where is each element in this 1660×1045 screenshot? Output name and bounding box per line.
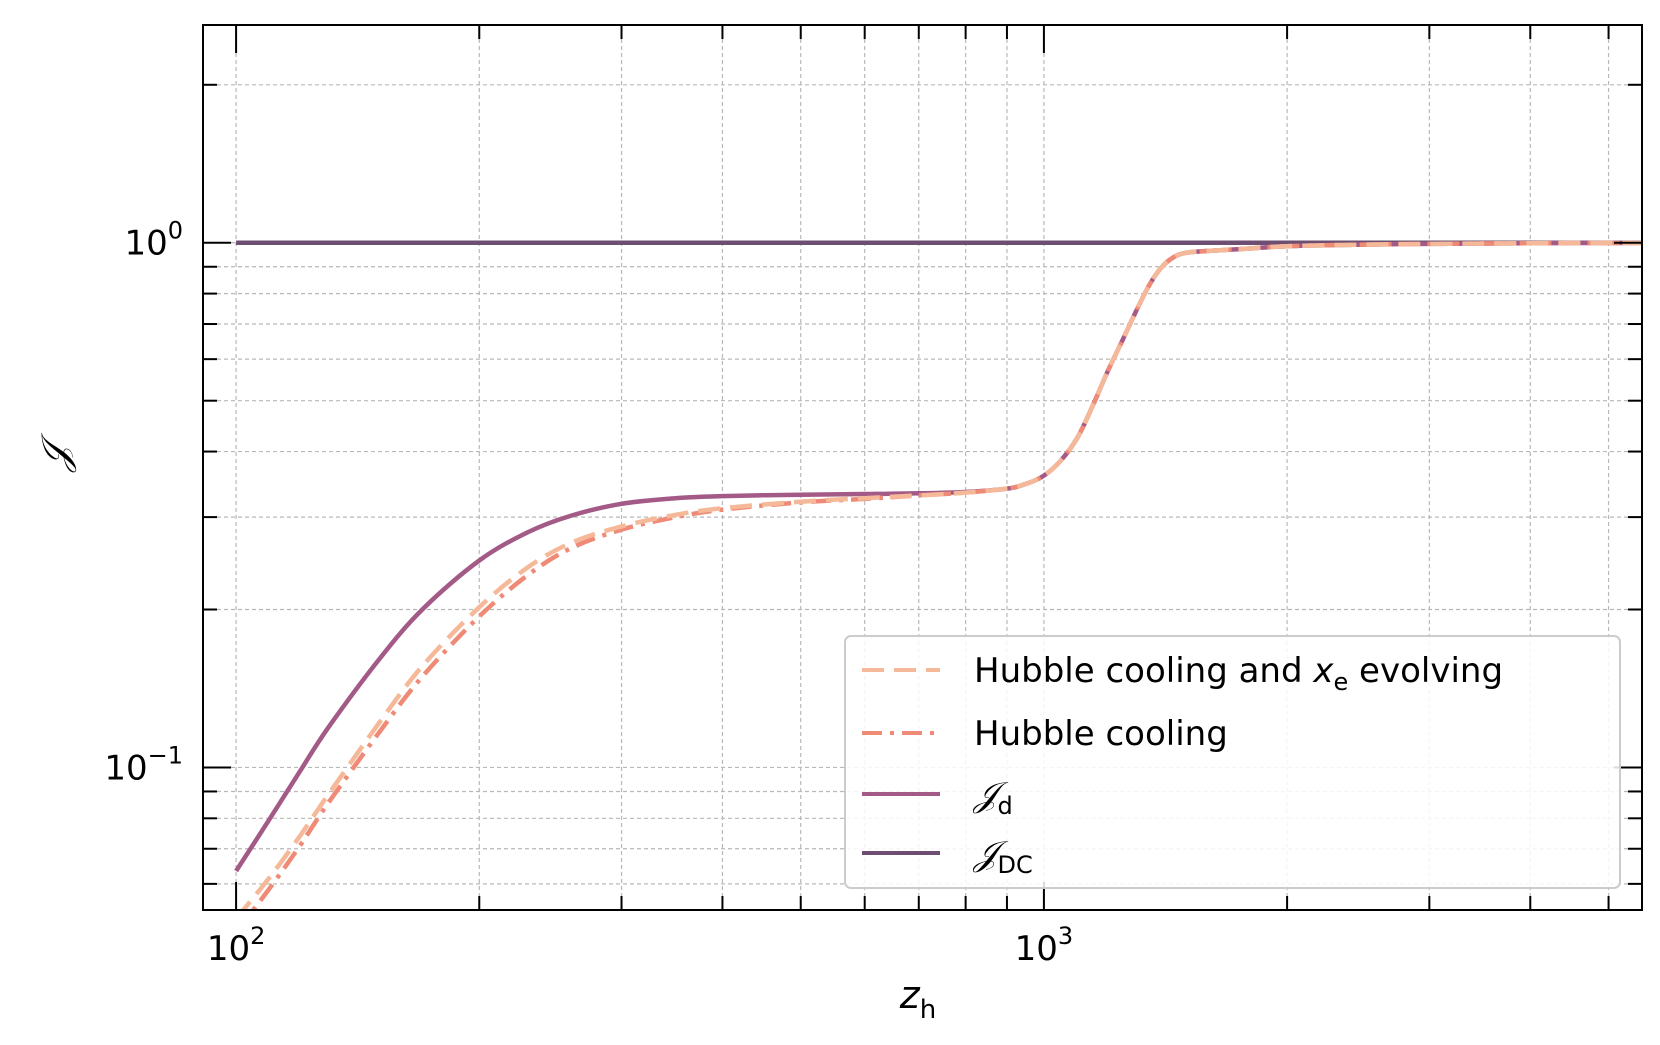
- series-line-1: [250, 240, 1642, 910]
- legend-label-3-sub: DC: [997, 851, 1032, 879]
- y-axis-label: 𝒥: [33, 432, 77, 473]
- y-tick-label-exp: 0: [168, 217, 183, 245]
- x-tick-label-base: 10: [1015, 929, 1058, 969]
- series-line-0: [240, 240, 1642, 910]
- x-axis-label-sub: h: [920, 995, 936, 1025]
- legend-label-1-main: Hubble cooling: [974, 714, 1228, 754]
- y-tick-label: 100: [124, 217, 183, 264]
- y-tick-label-base: 10: [104, 748, 147, 788]
- legend: Hubble cooling and xe evolving Hubble co…: [844, 635, 1621, 889]
- x-axis-label-main: z: [899, 973, 921, 1017]
- legend-label-0-italic: x: [1312, 651, 1334, 691]
- series-lines: [234, 240, 1642, 910]
- x-tick-label-base: 10: [207, 929, 250, 969]
- y-tick-label-exp: −1: [148, 741, 183, 769]
- y-tick-label: 10−1: [104, 741, 183, 788]
- legend-label-1: Hubble cooling: [974, 714, 1228, 754]
- legend-label-0-tail: evolving: [1348, 651, 1503, 691]
- plot-frame: [202, 24, 1643, 911]
- x-tick-label: 102: [207, 922, 266, 969]
- legend-label-0-main: Hubble cooling and: [974, 651, 1313, 691]
- x-axis-label: zh: [899, 973, 936, 1025]
- x-tick-label-exp: 3: [1058, 922, 1073, 950]
- legend-label-0-sub: e: [1333, 668, 1348, 696]
- legend-box: [844, 635, 1621, 889]
- y-tick-label-base: 10: [124, 224, 167, 264]
- x-tick-label: 103: [1015, 922, 1074, 969]
- legend-label-0: Hubble cooling and xe evolving: [974, 651, 1503, 696]
- x-tick-label-exp: 2: [250, 922, 265, 950]
- legend-label-2-sub: d: [997, 792, 1012, 820]
- legend-label-2: 𝒥d: [972, 775, 1013, 820]
